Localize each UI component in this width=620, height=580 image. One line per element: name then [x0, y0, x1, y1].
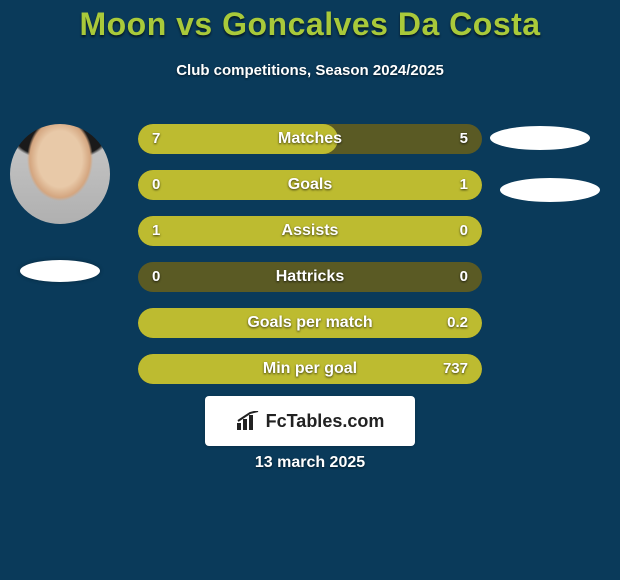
- stat-value-right: 5: [460, 124, 468, 154]
- stat-value-left: 0: [152, 262, 160, 292]
- date-text: 13 march 2025: [0, 454, 620, 472]
- stat-value-left: 0: [152, 170, 160, 200]
- brand-icon: [236, 411, 260, 431]
- stat-label: Goals: [138, 170, 482, 200]
- player-right-shadow-2: [500, 178, 600, 202]
- stat-value-left: 7: [152, 124, 160, 154]
- brand-text: FcTables.com: [266, 411, 385, 432]
- stat-label: Assists: [138, 216, 482, 246]
- stat-label: Min per goal: [138, 354, 482, 384]
- stat-value-right: 737: [443, 354, 468, 384]
- stat-label: Hattricks: [138, 262, 482, 292]
- stat-row: Matches7 5: [138, 124, 482, 154]
- stat-value-left: 1: [152, 216, 160, 246]
- player-left-avatar: [10, 124, 110, 224]
- player-right-shadow-1: [490, 126, 590, 150]
- stat-value-right: 0: [460, 262, 468, 292]
- player-left-shadow: [20, 260, 100, 282]
- stat-row: Goals0 1: [138, 170, 482, 200]
- stat-label: Matches: [138, 124, 482, 154]
- stat-row: Hattricks0 0: [138, 262, 482, 292]
- subtitle: Club competitions, Season 2024/2025: [0, 62, 620, 79]
- stat-row: Min per goal737: [138, 354, 482, 384]
- page-title: Moon vs Goncalves Da Costa: [0, 6, 620, 43]
- stat-value-right: 0: [460, 216, 468, 246]
- stats-bars: Matches75Goals01Assists10Hattricks00Goal…: [138, 124, 482, 400]
- stat-row: Goals per match0.2: [138, 308, 482, 338]
- brand-badge: FcTables.com: [205, 396, 415, 446]
- stat-value-right: 0.2: [447, 308, 468, 338]
- stat-value-right: 1: [460, 170, 468, 200]
- comparison-card: Moon vs Goncalves Da Costa Club competit…: [0, 0, 620, 580]
- stat-label: Goals per match: [138, 308, 482, 338]
- stat-row: Assists1 0: [138, 216, 482, 246]
